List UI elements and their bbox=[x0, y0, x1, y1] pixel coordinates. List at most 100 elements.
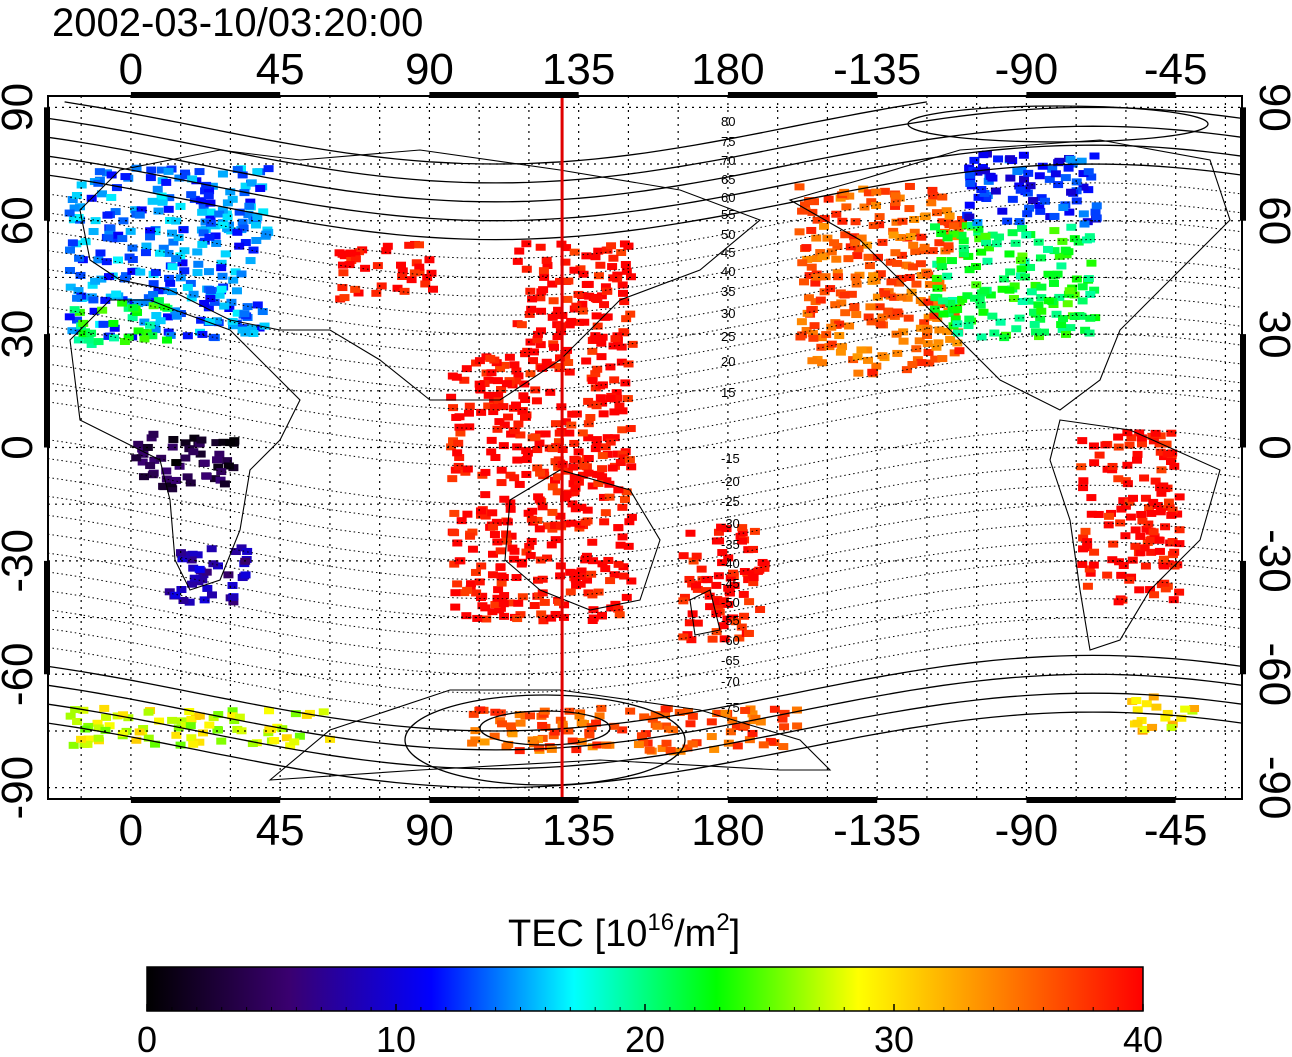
tec-cell bbox=[534, 496, 545, 504]
tec-cell bbox=[72, 294, 83, 302]
tec-cell bbox=[609, 722, 620, 730]
tec-cell bbox=[583, 469, 594, 477]
tec-cell bbox=[777, 715, 788, 723]
tec-cell bbox=[979, 167, 990, 175]
tec-cell bbox=[711, 537, 722, 545]
tec-cell bbox=[141, 242, 152, 250]
tec-cell bbox=[867, 368, 878, 376]
tec-cell bbox=[521, 240, 532, 248]
tec-cell bbox=[208, 560, 219, 568]
tec-cell bbox=[175, 274, 186, 282]
tec-cell bbox=[239, 310, 250, 318]
tec-cell bbox=[1082, 582, 1093, 590]
tec-cell bbox=[206, 591, 217, 599]
tec-cell bbox=[228, 322, 239, 330]
tec-cell bbox=[972, 168, 983, 176]
tec-cell bbox=[521, 456, 532, 464]
tec-cell bbox=[1128, 494, 1139, 502]
tec-cell bbox=[1155, 448, 1166, 456]
tec-cell bbox=[803, 197, 814, 205]
tec-cell bbox=[426, 269, 437, 277]
tec-cell bbox=[1167, 538, 1178, 546]
tec-cell bbox=[1127, 556, 1138, 564]
tec-cell bbox=[952, 305, 963, 313]
tec-cell bbox=[109, 324, 120, 332]
tec-cell bbox=[1023, 169, 1034, 177]
tec-cell bbox=[540, 430, 551, 438]
tec-cell bbox=[892, 349, 903, 357]
tec-cell bbox=[186, 294, 197, 302]
magnetic-latitude-label: 65 bbox=[721, 172, 735, 187]
tec-cell bbox=[406, 276, 417, 284]
tec-cell bbox=[877, 352, 888, 360]
tec-cell bbox=[162, 336, 173, 344]
tec-cell bbox=[871, 188, 882, 196]
tec-cell bbox=[527, 295, 538, 303]
tec-cell bbox=[599, 518, 610, 526]
tec-cell bbox=[452, 449, 463, 457]
tec-cell bbox=[957, 216, 968, 224]
tec-cell bbox=[952, 339, 963, 347]
tec-cell bbox=[479, 738, 490, 746]
tec-cell bbox=[514, 711, 525, 719]
tec-cell bbox=[476, 408, 487, 416]
tec-cell bbox=[834, 332, 845, 340]
tec-cell bbox=[1063, 164, 1074, 172]
tec-cell bbox=[188, 290, 199, 298]
tec-cell bbox=[615, 541, 626, 549]
tec-cell bbox=[509, 361, 520, 369]
tec-cell bbox=[512, 443, 523, 451]
tec-cell bbox=[934, 278, 945, 286]
tec-cell bbox=[161, 467, 172, 475]
tec-cell bbox=[547, 280, 558, 288]
tec-cell bbox=[1022, 189, 1033, 197]
tec-cell bbox=[512, 615, 523, 623]
tec-cell bbox=[609, 376, 620, 384]
tec-cell bbox=[119, 337, 130, 345]
tec-cell bbox=[518, 392, 529, 400]
tec-cell bbox=[67, 196, 78, 204]
tec-cell bbox=[588, 557, 599, 565]
tec-cell bbox=[565, 568, 576, 576]
tec-cell bbox=[845, 243, 856, 251]
tec-cell bbox=[1028, 197, 1039, 205]
tec-cell bbox=[687, 610, 698, 618]
tec-cell bbox=[835, 348, 846, 356]
tec-cell bbox=[850, 273, 861, 281]
tec-cell bbox=[1107, 556, 1118, 564]
tec-cell bbox=[1088, 442, 1099, 450]
tec-cell bbox=[554, 363, 565, 371]
tec-cell bbox=[863, 313, 874, 321]
tec-cell bbox=[509, 547, 520, 555]
tec-cell bbox=[737, 524, 748, 532]
tec-cell bbox=[177, 259, 188, 267]
tec-cell bbox=[487, 608, 498, 616]
tec-cell bbox=[86, 329, 97, 337]
tec-cell bbox=[639, 713, 650, 721]
tec-cell bbox=[853, 245, 864, 253]
tec-cell bbox=[1015, 186, 1026, 194]
tec-cell bbox=[508, 555, 519, 563]
tec-cell bbox=[240, 329, 251, 337]
tec-cell bbox=[889, 293, 900, 301]
tec-cell bbox=[88, 296, 99, 304]
tec-cell bbox=[718, 597, 729, 605]
longitude-label: 180 bbox=[691, 806, 764, 855]
tec-cell bbox=[338, 269, 349, 277]
tec-cell bbox=[555, 354, 566, 362]
tec-cell bbox=[606, 242, 617, 250]
tec-cell bbox=[512, 456, 523, 464]
tec-cell bbox=[723, 554, 734, 562]
tec-cell bbox=[150, 326, 161, 334]
tec-cell bbox=[554, 429, 565, 437]
tec-cell bbox=[153, 287, 164, 295]
tec-cell bbox=[593, 588, 604, 596]
tec-cell bbox=[553, 306, 564, 314]
tec-cell bbox=[841, 203, 852, 211]
tec-cell bbox=[135, 268, 146, 276]
tec-cell bbox=[217, 206, 228, 214]
tec-cell bbox=[608, 342, 619, 350]
tec-cell bbox=[866, 318, 877, 326]
tec-cell bbox=[248, 329, 259, 337]
tec-cell bbox=[927, 186, 938, 194]
